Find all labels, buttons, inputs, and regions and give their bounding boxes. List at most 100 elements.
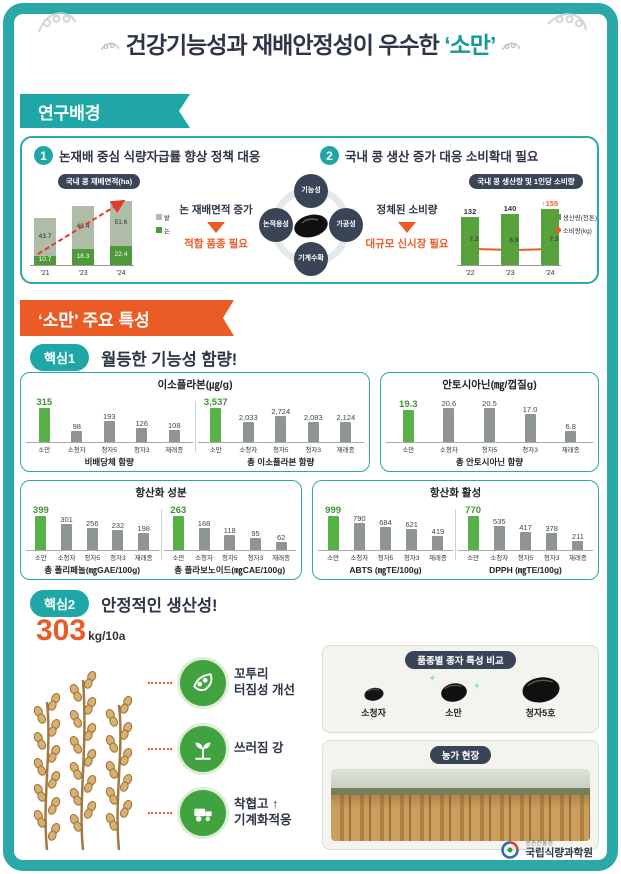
prod-chart-plot: 132 ’22 140 ’23 ↑155 ’24	[459, 199, 561, 277]
paddy-segment: 10.7	[34, 256, 56, 265]
flow-effect: 적합 품종 필요	[184, 237, 248, 250]
soybean-plant-icon	[33, 671, 133, 851]
page-title: 건강기능성과 재배안정성이 우수한 ‘소만’	[0, 26, 621, 60]
trait-mechanization: 착협고 ↑ 기계화적응	[148, 790, 292, 836]
line-value: 7.3	[469, 236, 479, 243]
bar-row: 3,537 2,033 2,724 2,083 2,124	[197, 393, 364, 443]
bar-column: 108	[158, 421, 191, 442]
trait-circle	[180, 726, 226, 772]
core-badge: 핵심1	[30, 344, 90, 371]
bar-column: 17.0	[510, 405, 551, 442]
org-name: 국립식량과학원	[525, 847, 593, 860]
trait-label: 착협고 ↑ 기계화적응	[234, 797, 292, 827]
bar-row: 770 535 417 378 211	[458, 501, 593, 551]
bar-category: 소만	[172, 555, 185, 562]
bar-value: 315	[36, 396, 53, 408]
diagram-node-paddy-adaptability: 논적응성	[259, 208, 293, 242]
org-parent: 농촌진흥청	[525, 840, 553, 847]
bar	[242, 422, 254, 442]
ribbon-label: ‘소만’ 주요 특성	[38, 310, 150, 330]
chart-box-anthocyanin: 안토시아닌(㎎/껍질g) 19.3 20.6 20.5 17.0 6.8 소만 소청자 청자5…	[380, 372, 599, 472]
bar-category: 청자3	[247, 555, 264, 562]
bar-category: 재래종	[568, 555, 587, 562]
group-label: 총 안토시아닌 함량	[455, 457, 524, 467]
chart-groups: 399 301 256 232 198 소만 소청자 청자5 청자3 재래종 총 폴리페놀(㎎GAE…	[26, 501, 296, 576]
bar-value: 999	[325, 504, 342, 516]
bar-category: ’21	[40, 270, 50, 277]
trait-lodging-resistance: 쓰러짐 강	[148, 726, 283, 772]
line-value: 6.9	[509, 237, 519, 244]
bar-column: 301	[54, 515, 80, 550]
bar-column: 2,124	[330, 413, 363, 442]
bar	[168, 430, 180, 442]
bar-value: 621	[405, 519, 418, 529]
bar	[501, 214, 519, 265]
seed-label: 청자5호	[525, 708, 556, 718]
number-badge: 2	[320, 146, 339, 165]
production-chart: 국내 콩 생산량 및 1인당 소비량 132 ’22 140 ’23 ↑155 ’24 생…	[451, 174, 601, 280]
legend-swatch	[554, 214, 561, 220]
stacked-bar: 43.7 10.7 ’21	[34, 218, 56, 277]
bar-value: 95	[251, 528, 260, 538]
chart-groups: 999 790 684 621 419 소만 소청자 청자5 청자3 재래종 ABTS (㎎TE/1…	[318, 501, 593, 576]
bar-category: 청자3	[403, 555, 420, 562]
bar	[138, 533, 150, 550]
bar-group: 315 98 193 126 108 소만 소청자 청자5 청자3 재래종 비배당체 함량	[26, 393, 193, 468]
bar-category: 청자3	[522, 447, 538, 454]
ribbon-label: 연구배경	[38, 103, 101, 123]
bar-value: 2,083	[303, 412, 323, 422]
bar-value: 770	[465, 504, 482, 516]
flow-block-2: 정체된 소비량 대규모 신시장 필요	[363, 174, 451, 280]
seed-comparison-panel: 품종별 종자 특성 비교 소청자 ✦ ✦ 소만 청자5호	[322, 645, 599, 733]
bar-category: 재래종	[561, 447, 580, 454]
bar	[112, 530, 124, 550]
bar-category: 재래종	[428, 555, 447, 562]
sparkle-icon: ✦	[428, 673, 437, 683]
line-value: 7.3	[549, 236, 559, 243]
bar-category: ’23	[78, 270, 88, 277]
prod-chart-plot-wrap: 132 ’22 140 ’23 ↑155 ’24 생산량(천톤) 소비량(kg) 7.3 6.…	[455, 192, 597, 278]
bar-value: 263	[170, 504, 187, 516]
bar-category: 소만	[327, 555, 340, 562]
bar-column: 232	[105, 521, 131, 550]
category-row: 소만 소청자 청자5 청자3 재래종	[198, 443, 365, 454]
bar	[136, 428, 148, 442]
bar	[71, 431, 83, 442]
bar	[443, 408, 455, 442]
axis-baseline	[457, 265, 561, 266]
trait-label: 꼬투리 터짐성 개선	[234, 667, 295, 697]
legend-swatch	[554, 227, 561, 233]
chart-box-antioxidant-components: 항산화 성분 399 301 256 232 198 소만 소청자 청자5 청자3 재래종 총 폴리…	[20, 480, 302, 580]
bar-value: 399	[32, 504, 49, 516]
bar-category: 청자5	[517, 555, 534, 562]
bar-category: ’23	[505, 270, 515, 277]
group-divider	[194, 401, 196, 452]
dotted-connector	[148, 748, 172, 750]
bar	[380, 527, 391, 550]
bar	[61, 524, 73, 550]
core-header-2: 핵심2 안정적인 생산성!	[30, 590, 218, 617]
bar-value: 132	[463, 207, 477, 216]
trait-pod-shattering: 꼬투리 터짐성 개선	[148, 660, 295, 706]
axis-baseline	[30, 265, 134, 266]
legend-label: 밭	[164, 215, 170, 222]
yield-value: 303	[36, 614, 87, 647]
category-row: 소만 소청자 청자5 청자3 재래종	[26, 551, 159, 562]
chart-box-antioxidant-activity: 항산화 활성 999 790 684 621 419 소만 소청자 청자5 청자3 재래종 ABTS…	[312, 480, 599, 580]
bar-column: 140 ’23	[499, 204, 521, 277]
bar-column: 315	[28, 396, 61, 442]
bar-column: 419	[425, 527, 451, 550]
variety-concept-diagram: 기능성 가공성 기계수확 논적응성	[258, 174, 363, 280]
bar	[249, 538, 261, 550]
bar-column: 2,083	[297, 412, 330, 442]
research-content-row: 국내 콩 재배면적(ha) 43.710.7’2149.418.3’2351.6…	[24, 174, 597, 280]
seed-row: 소청자 ✦ ✦ 소만 청자5호	[323, 669, 598, 719]
bar	[461, 217, 479, 265]
legend-label: 논	[164, 228, 170, 235]
bar-category: 소만	[209, 447, 222, 454]
bar	[172, 516, 184, 550]
bean-icon	[363, 687, 384, 701]
diagram-node-mechanical-harvest: 기계수확	[294, 242, 328, 276]
bar-category: ’24	[116, 270, 126, 277]
